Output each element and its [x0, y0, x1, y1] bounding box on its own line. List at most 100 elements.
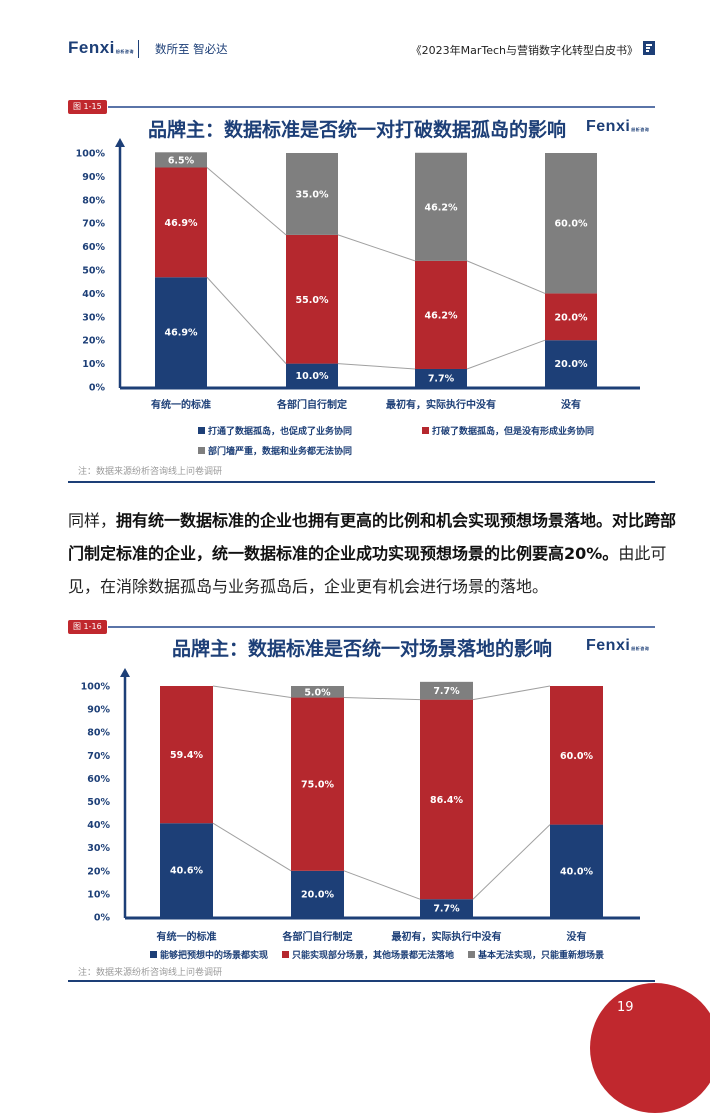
- y-tick-label: 30%: [87, 843, 110, 854]
- y-tick-label: 80%: [87, 728, 110, 739]
- data-label: 40.0%: [560, 866, 593, 877]
- header-slogan: 数所至 智必达: [155, 42, 228, 56]
- x-tick-label: 没有: [567, 930, 587, 943]
- connector-line: [472, 824, 551, 900]
- bar-segment: [420, 681, 473, 700]
- bar-segment: [286, 234, 338, 364]
- header-logo: Fenxi纷析咨询: [68, 38, 134, 57]
- chart-2-plot: 0% 10% 20% 30% 40% 50% 60% 70% 80% 90% 100% 40.6% 59…: [81, 668, 640, 943]
- page-number-badge: [590, 983, 710, 1113]
- y-tick-label: 10%: [87, 889, 110, 900]
- y-tick-label: 70%: [82, 219, 105, 230]
- data-label: 59.4%: [170, 750, 203, 761]
- y-tick-label: 60%: [87, 774, 110, 785]
- bar-segment: [160, 686, 213, 824]
- data-label: 20.0%: [301, 889, 334, 900]
- bar-segment: [291, 686, 344, 698]
- data-label: 7.7%: [433, 686, 460, 697]
- y-tick-label: 100%: [81, 682, 111, 693]
- data-label: 46.2%: [425, 310, 458, 321]
- x-tick-label: 有统一的标准: [157, 930, 217, 943]
- y-tick-label: 90%: [82, 172, 105, 183]
- figure-label: 图 1-16: [68, 620, 107, 634]
- y-axis-arrow-icon: [115, 138, 125, 147]
- chart-title: 品牌主：数据标准是否统一对打破数据孤岛的影响: [148, 119, 567, 141]
- bar-segment: [291, 697, 344, 871]
- connector-line: [343, 697, 421, 701]
- data-label: 10.0%: [296, 371, 329, 382]
- data-label: 40.6%: [170, 866, 203, 877]
- data-label: 75.0%: [301, 780, 334, 791]
- data-label: 86.4%: [430, 795, 463, 806]
- y-tick-label: 70%: [87, 751, 110, 762]
- bar-segment: [545, 293, 597, 341]
- data-label: 46.9%: [165, 328, 198, 339]
- document-icon: [643, 41, 655, 55]
- y-tick-label: 0%: [94, 913, 111, 924]
- legend-swatch: [468, 951, 476, 958]
- bar-segment: [550, 686, 603, 825]
- y-tick-label: 60%: [82, 242, 105, 253]
- connector-line: [337, 234, 416, 262]
- connector-line: [212, 822, 292, 872]
- connector-line: [343, 870, 421, 900]
- chart-logo: Fenxi纷析咨询: [586, 118, 650, 135]
- x-tick-label: 最初有，实际执行中没有: [386, 398, 496, 411]
- divider: [68, 481, 655, 483]
- bar-segment: [420, 899, 473, 917]
- data-label: 7.7%: [428, 373, 455, 384]
- y-tick-label: 40%: [87, 820, 110, 831]
- y-tick-label: 0%: [89, 383, 106, 394]
- bar-segment: [420, 699, 473, 900]
- y-tick-label: 40%: [82, 289, 105, 300]
- connector-line: [472, 685, 551, 701]
- legend-swatch: [198, 447, 205, 454]
- connector-line: [466, 339, 546, 370]
- bar-segment: [155, 167, 207, 278]
- chart-note: 注：数据来源纷析咨询线上问卷调研: [78, 968, 223, 978]
- bar-segment: [291, 870, 344, 917]
- connector-line: [206, 167, 287, 236]
- y-tick-label: 50%: [87, 797, 110, 808]
- x-tick-label: 各部门自行制定: [282, 930, 353, 943]
- legend-item: 基本无法实现，只能重新想场景: [468, 948, 604, 961]
- chart-logo: Fenxi纷析咨询: [586, 637, 650, 654]
- header-divider: [138, 40, 139, 58]
- legend-item: 打通了数据孤岛，也促成了业务协同: [198, 424, 408, 437]
- legend-row: 打通了数据孤岛，也促成了业务协同 打破了数据孤岛，但是没有形成业务协同: [198, 424, 594, 437]
- data-label: 55.0%: [296, 295, 329, 306]
- bar-segment: [155, 152, 207, 168]
- legend-swatch: [422, 427, 429, 434]
- data-label: 7.7%: [433, 904, 460, 915]
- bar-segment: [160, 823, 213, 917]
- data-label: 46.9%: [165, 218, 198, 229]
- bar-segment: [286, 153, 338, 235]
- bar-segment: [286, 363, 338, 387]
- connector-line: [206, 276, 287, 364]
- y-tick-label: 50%: [82, 266, 105, 277]
- data-label: 46.2%: [425, 202, 458, 213]
- bar-segment: [415, 152, 467, 261]
- legend-row: 能够把预想中的场景都实现 只能实现部分场景，其他场景都无法落地 基本无法实现，只…: [150, 948, 670, 961]
- figure-label: 图 1-15: [68, 100, 107, 114]
- legend-item: 打破了数据孤岛，但是没有形成业务协同: [422, 424, 594, 437]
- y-tick-label: 30%: [82, 312, 105, 323]
- data-label: 20.0%: [555, 359, 588, 370]
- data-label: 5.0%: [304, 687, 331, 698]
- x-tick-label: 各部门自行制定: [276, 398, 347, 411]
- bar-segment: [415, 260, 467, 369]
- body-paragraph: 同样，拥有统一数据标准的企业也拥有更高的比例和机会实现预想场景落地。对比跨部门制…: [68, 511, 677, 596]
- x-tick-label: 最初有，实际执行中没有: [392, 930, 502, 943]
- legend-swatch: [150, 951, 157, 958]
- chart-1-plot: 0% 10% 20% 30% 40% 50% 60% 70% 80% 90% 100% 46.9% 46…: [76, 138, 640, 411]
- bar-segment: [545, 153, 597, 294]
- legend-swatch: [282, 951, 290, 958]
- bar-segment: [155, 277, 207, 387]
- data-label: 60.0%: [555, 219, 588, 230]
- y-tick-label: 90%: [87, 705, 110, 716]
- y-tick-label: 80%: [82, 195, 105, 206]
- x-tick-label: 有统一的标准: [151, 398, 211, 411]
- x-tick-label: 没有: [561, 398, 581, 411]
- data-label: 35.0%: [296, 189, 329, 200]
- y-tick-label: 20%: [82, 336, 105, 347]
